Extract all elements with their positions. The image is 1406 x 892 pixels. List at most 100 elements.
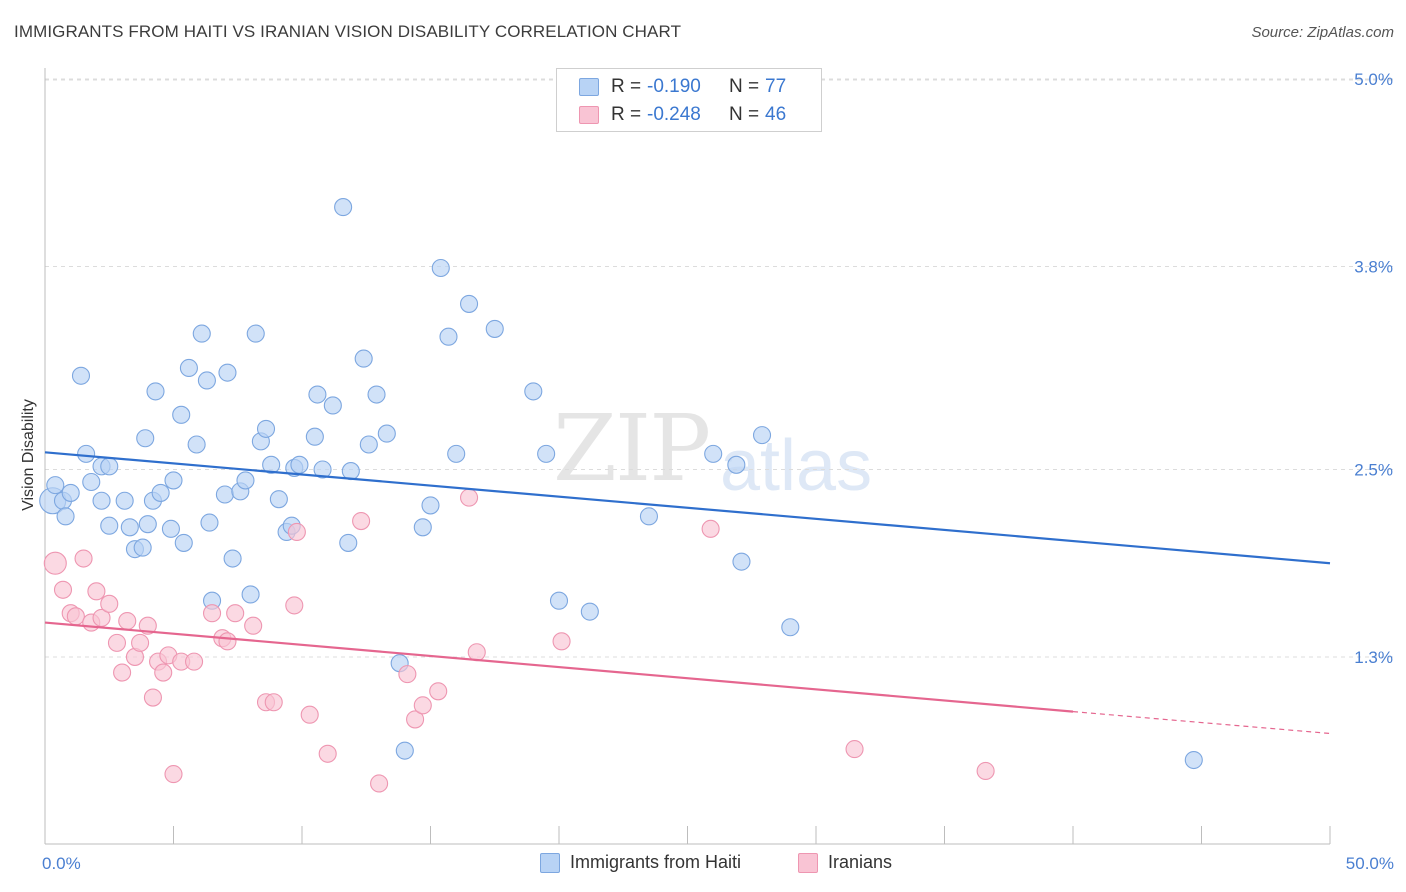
haiti-point xyxy=(580,602,599,621)
legend-r-label: R = xyxy=(611,104,642,125)
iranian-point xyxy=(318,744,337,763)
chart-title: IMMIGRANTS FROM HAITI VS IRANIAN VISION … xyxy=(14,22,682,41)
haiti-point xyxy=(92,491,111,510)
iranian-point xyxy=(203,604,222,623)
iranian-point xyxy=(413,696,432,715)
iranian-point xyxy=(185,652,204,671)
series-legend-haiti[interactable]: Immigrants from Haiti xyxy=(540,852,741,873)
series-legend-iranians[interactable]: Iranians xyxy=(798,852,892,873)
haiti-point xyxy=(187,435,206,454)
iranian-point xyxy=(131,633,150,652)
tick-labels: 1.3% 2.5% 3.8% 5.0% 0.0% 50.0% xyxy=(42,70,1394,873)
iranian-point xyxy=(429,682,448,701)
series-label-iranians: Iranians xyxy=(828,852,893,872)
watermark-zip: ZIP xyxy=(553,395,711,502)
iranian-point xyxy=(976,761,995,781)
iranian-point xyxy=(352,511,371,531)
haiti-point xyxy=(377,424,396,443)
haiti-point xyxy=(77,444,96,463)
iranian-point xyxy=(100,594,119,613)
haiti-point xyxy=(218,363,237,382)
iranian-point xyxy=(459,488,479,507)
haiti-point xyxy=(308,385,327,404)
haiti-point xyxy=(290,455,309,474)
haiti-point xyxy=(447,444,466,463)
haiti-point xyxy=(138,515,157,534)
haiti-point xyxy=(727,455,746,474)
haiti-point xyxy=(732,552,751,571)
haiti-point xyxy=(421,496,440,515)
haiti-point xyxy=(339,533,358,552)
iranian-point xyxy=(107,633,127,652)
x-tick-label: 0.0% xyxy=(42,854,81,873)
haiti-point xyxy=(223,549,242,568)
iranian-point xyxy=(154,663,173,682)
correlation-legend: R = -0.190 N = 77 R = -0.248 N = 46 xyxy=(556,68,822,132)
legend-n-label: N = xyxy=(729,104,760,125)
iranian-point xyxy=(164,765,183,784)
y-tick-label: 5.0% xyxy=(1354,70,1393,89)
haiti-point xyxy=(241,585,260,604)
iranian-point xyxy=(138,616,157,635)
series-legend: Immigrants from Haiti Iranians xyxy=(0,852,1406,878)
haiti-point xyxy=(485,319,504,338)
iranian-trend-line xyxy=(44,621,1074,713)
haiti-point xyxy=(256,419,276,438)
iranian-point xyxy=(244,616,263,635)
haiti-point xyxy=(752,426,772,445)
haiti-point xyxy=(133,538,152,557)
haiti-point xyxy=(179,358,198,378)
haiti-point xyxy=(200,513,219,532)
legend-n-value: 46 xyxy=(765,104,787,125)
axes xyxy=(44,68,1331,845)
iranian-point xyxy=(66,607,85,626)
haiti-point xyxy=(367,385,386,404)
haiti-point xyxy=(146,382,165,401)
data-points xyxy=(39,198,1203,793)
haiti-point xyxy=(164,471,183,490)
legend-r-value: -0.190 xyxy=(647,76,701,97)
haiti-point xyxy=(174,533,193,552)
iranian-point xyxy=(118,611,137,631)
haiti-point xyxy=(100,516,119,535)
y-tick-label: 1.3% xyxy=(1354,648,1393,667)
iranian-point xyxy=(300,705,319,724)
iranian-point xyxy=(113,663,132,682)
haiti-point xyxy=(120,518,139,537)
haiti-point xyxy=(439,327,458,346)
grid-lines xyxy=(45,78,1394,658)
trend-lines xyxy=(44,451,1331,735)
legend-r-label: R = xyxy=(611,76,642,97)
iranian-point xyxy=(845,740,864,759)
haiti-point xyxy=(197,371,216,390)
haiti-point xyxy=(305,427,324,446)
haiti-point xyxy=(56,507,75,526)
haiti-point xyxy=(459,294,479,313)
haiti-point xyxy=(262,455,281,474)
haiti-point xyxy=(136,429,155,448)
y-axis-title: Vision Disability xyxy=(20,399,37,511)
legend-row-iranians: R = -0.248 N = 46 xyxy=(579,102,786,128)
haiti-point xyxy=(269,490,288,509)
series-swatch-iranians xyxy=(798,852,818,873)
y-tick-label: 3.8% xyxy=(1354,257,1393,276)
haiti-point xyxy=(236,471,255,490)
haiti-point xyxy=(172,405,191,424)
haiti-point xyxy=(215,485,234,504)
haiti-point xyxy=(341,462,360,481)
iranian-point xyxy=(701,519,720,538)
haiti-point xyxy=(781,618,800,637)
haiti-point xyxy=(704,444,723,463)
haiti-point xyxy=(61,483,80,502)
legend-n-value: 77 xyxy=(765,76,787,97)
iranian-point xyxy=(552,632,571,651)
haiti-point xyxy=(161,519,180,538)
haiti-point xyxy=(115,491,134,510)
series-swatch-haiti xyxy=(540,852,560,873)
haiti-point xyxy=(537,444,556,463)
haiti-point xyxy=(313,460,332,479)
haiti-point xyxy=(246,324,265,343)
iranian-point xyxy=(143,688,162,707)
iranian-point xyxy=(43,551,67,575)
haiti-point xyxy=(46,476,65,495)
